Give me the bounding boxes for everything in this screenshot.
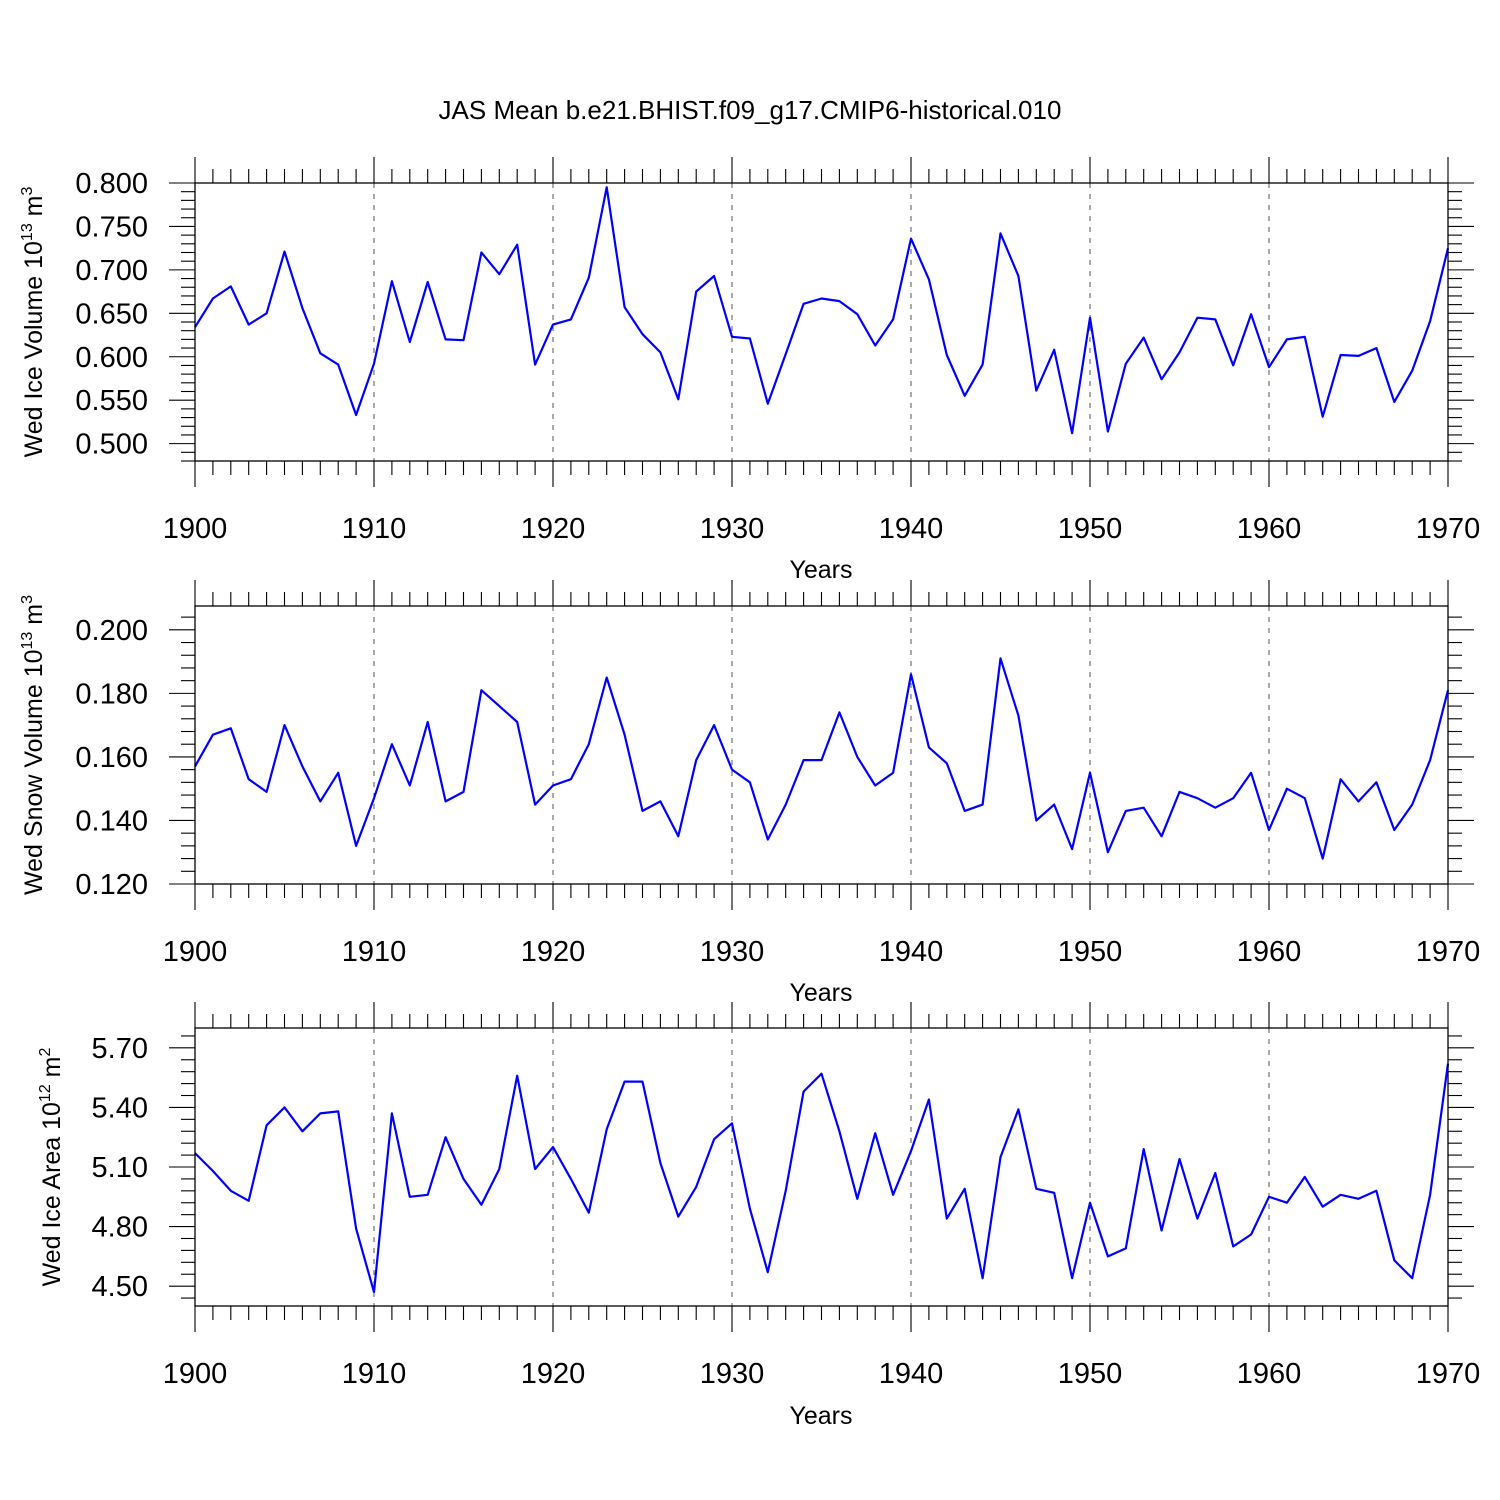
x-tick-label: 1960: [1237, 513, 1302, 545]
x-tick-label: 1910: [342, 1358, 407, 1390]
x-tick-label: 1900: [163, 1358, 228, 1390]
y-tick-label: 0.160: [75, 742, 148, 774]
x-tick-label: 1900: [163, 936, 228, 968]
x-tick-label: 1930: [700, 1358, 765, 1390]
x-tick-label: 1920: [521, 1358, 586, 1390]
x-tick-label: 1900: [163, 513, 228, 545]
panel-ice-volume: 0.500 0.550 0.600 0.650 0.700 0.750 0.800 1900 1…: [19, 157, 1480, 584]
x-axis-title: Years: [789, 1402, 852, 1430]
plot-frame: [194, 1027, 1449, 1307]
y-tick-label: 0.800: [75, 168, 148, 200]
y-tick-label: 0.750: [75, 211, 148, 243]
x-axis-title: Years: [789, 556, 852, 584]
x-tick-label: 1950: [1058, 513, 1123, 545]
x-tick-label: 1960: [1237, 936, 1302, 968]
y-tick-label: 0.500: [75, 429, 148, 461]
y-axis-title: Wed Ice Volume 1013 m3: [19, 186, 48, 457]
y-tick-label: 0.180: [75, 678, 148, 710]
x-tick-label: 1970: [1416, 936, 1481, 968]
y-tick-label: 4.50: [92, 1271, 148, 1303]
plot-frame: [194, 605, 1449, 885]
y-tick-label: 0.650: [75, 298, 148, 330]
x-tick-label: 1930: [700, 936, 765, 968]
panel-snow-volume: 0.120 0.140 0.160 0.180 0.200 1900 1910 1920 193…: [19, 580, 1480, 1007]
y-axis-title: Wed Ice Area 1012 m2: [37, 1047, 66, 1286]
y-tick-label: 4.80: [92, 1212, 148, 1244]
x-tick-label: 1920: [521, 936, 586, 968]
y-tick-label: 5.40: [92, 1092, 148, 1124]
y-axis-title: Wed Snow Volume 1013 m3: [19, 595, 48, 895]
panel-ice-area: 4.50 4.80 5.10 5.40 5.70 1900 1910 1920 1930 1940…: [37, 1002, 1480, 1430]
x-tick-label: 1910: [342, 513, 407, 545]
x-tick-label: 1940: [879, 513, 944, 545]
chart-title: JAS Mean b.e21.BHIST.f09_g17.CMIP6-histo…: [439, 95, 1062, 125]
series-line: [194, 186, 1450, 435]
x-axis-title: Years: [789, 979, 852, 1007]
y-tick-label: 0.120: [75, 869, 148, 901]
y-tick-label: 0.550: [75, 385, 148, 417]
plot-frame: [194, 182, 1449, 462]
y-tick-label: 5.70: [92, 1033, 148, 1065]
series-line: [194, 1063, 1450, 1294]
y-tick-label: 0.600: [75, 342, 148, 374]
y-tick-label: 5.10: [92, 1152, 148, 1184]
y-tick-label: 0.700: [75, 255, 148, 287]
x-tick-label: 1960: [1237, 1358, 1302, 1390]
x-tick-label: 1920: [521, 513, 586, 545]
y-tick-label: 0.140: [75, 805, 148, 837]
x-tick-label: 1940: [879, 936, 944, 968]
x-tick-label: 1950: [1058, 1358, 1123, 1390]
x-tick-label: 1950: [1058, 936, 1123, 968]
x-tick-label: 1910: [342, 936, 407, 968]
x-tick-label: 1930: [700, 513, 765, 545]
series-line: [194, 657, 1450, 860]
x-tick-label: 1970: [1416, 513, 1481, 545]
x-tick-label: 1970: [1416, 1358, 1481, 1390]
y-tick-label: 0.200: [75, 615, 148, 647]
x-tick-label: 1940: [879, 1358, 944, 1390]
